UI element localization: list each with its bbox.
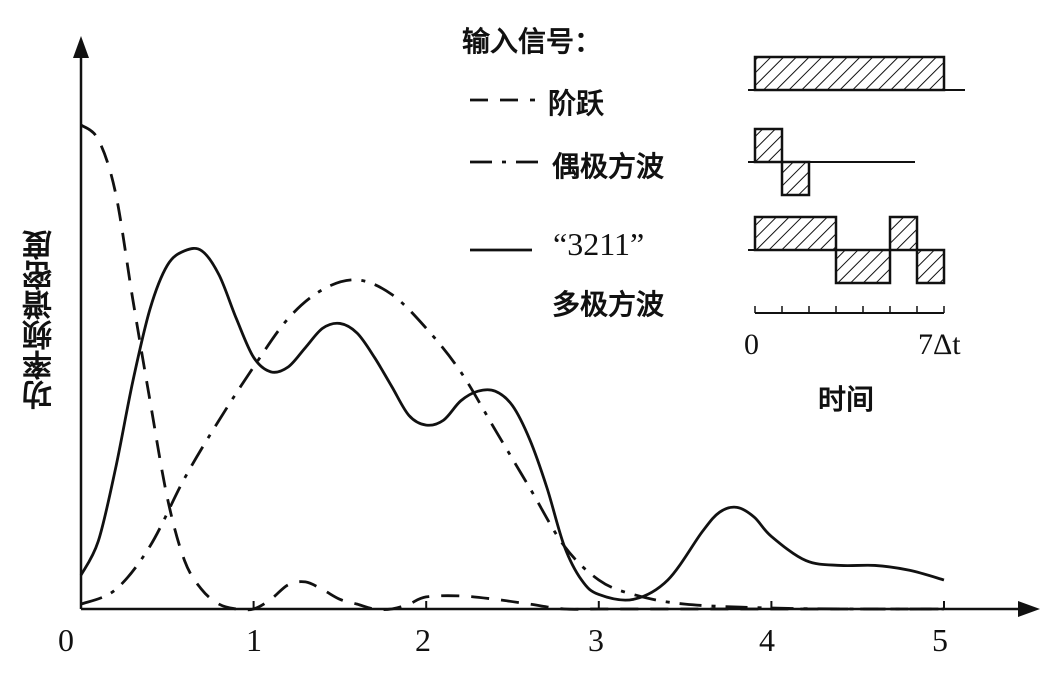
x-tick-label: 2 (415, 622, 431, 658)
inset-time-end: 7Δt (918, 328, 961, 361)
x-axis-arrow-icon (1018, 601, 1040, 617)
inset-pulse (834, 248, 892, 285)
x-tick-label: 3 (588, 622, 604, 658)
series-line-doublet (80, 278, 945, 611)
x-tick-label: 1 (246, 622, 262, 658)
inset-pulse (780, 160, 811, 197)
y-axis-arrow-icon (73, 36, 89, 58)
legend-label-3211: “3211” (553, 226, 645, 262)
legend-label-step: 阶跃 (548, 87, 605, 120)
inset-pulse (915, 248, 946, 285)
inset-pulse (753, 127, 784, 164)
inset-time-start: 0 (744, 328, 759, 361)
series-line-step (80, 123, 944, 612)
legend-label-doublet: 偶极方波 (552, 150, 665, 183)
y-axis-label: 功率频谱密度 (23, 230, 58, 410)
legend-title: 输入信号： (462, 25, 603, 58)
inset-time-axis-label: 时间 (818, 383, 875, 416)
series-line-3211 (79, 247, 945, 602)
inset-pulse (888, 215, 919, 252)
inset-pulse (753, 55, 946, 92)
x-tick-label: 0 (58, 622, 74, 658)
x-tick-label: 4 (759, 622, 775, 658)
legend-label-multistep: 多极方波 (552, 288, 665, 321)
x-tick-label: 5 (932, 622, 948, 658)
inset-pulse (753, 215, 838, 252)
